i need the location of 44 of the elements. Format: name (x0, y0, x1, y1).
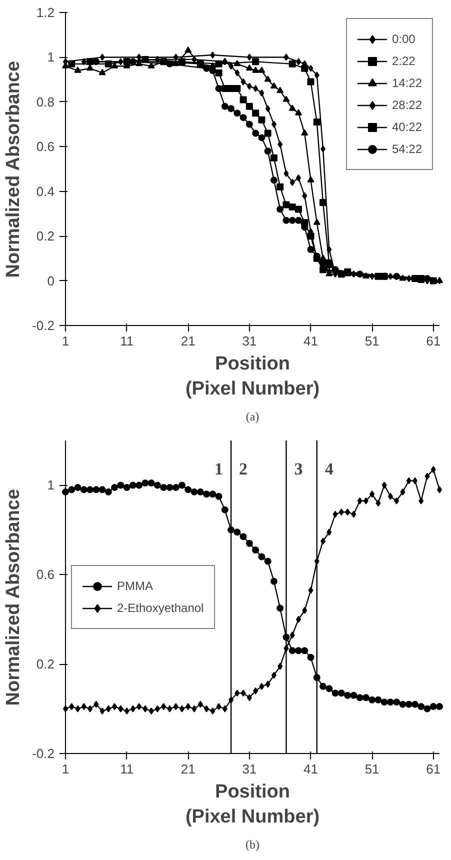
x-tick-label: 11 (120, 762, 134, 776)
annotation: 4 (324, 460, 334, 478)
text: (b) (246, 838, 260, 852)
y-tick-label: 0.4 (36, 184, 55, 199)
y-tick-label: 0.6 (36, 139, 55, 154)
annotation: 3 (294, 460, 303, 478)
x-tick-label: 31 (242, 334, 257, 348)
x-tick-label: 31 (242, 762, 257, 776)
x-axis-title: Position (Pixel Number) (185, 354, 320, 400)
legend-label: 14:22 (392, 76, 422, 90)
x-tick-label: 21 (180, 762, 196, 776)
y-axis-title: Normalized Absorbance (3, 60, 24, 278)
x-tick-label: 61 (426, 762, 441, 776)
x-tick-label: 1 (62, 762, 70, 776)
y-tick-label: 1.2 (36, 5, 55, 20)
legend-label: 54:22 (392, 142, 422, 156)
legend-label: 2:22 (392, 54, 416, 68)
y-tick-label: -0.2 (32, 318, 55, 333)
x-tick-label: 51 (364, 762, 380, 776)
text: (a) (246, 410, 260, 424)
x-tick-label: 61 (426, 334, 441, 348)
legend-label: 2-Ethoxyethanol (117, 600, 204, 614)
y-tick-label: 0 (47, 273, 55, 288)
x-tick-label: 1 (62, 334, 70, 348)
y-tick-label: 0.6 (36, 567, 55, 582)
legend-label: 0:00 (392, 32, 416, 46)
x-tick-label: 41 (304, 334, 318, 348)
legend-label: 28:22 (392, 98, 422, 112)
y-tick-label: -0.2 (32, 746, 55, 761)
annotation: 2 (239, 460, 248, 478)
x-tick-label: 51 (364, 334, 380, 348)
y-tick-label: 0.2 (36, 656, 55, 672)
y-tick-label: 0.8 (36, 94, 55, 110)
x-tick-label: 41 (304, 762, 318, 776)
x-tick-label: 21 (180, 334, 196, 348)
x-tick-label: 11 (120, 334, 134, 348)
annotation: 1 (214, 460, 224, 478)
legend-label: PMMA (117, 578, 153, 592)
legend-label: 40:22 (392, 120, 422, 134)
y-tick-label: 1 (47, 478, 55, 493)
x-axis-title: Position (Pixel Number) (185, 782, 320, 828)
y-axis-title: Normalized Absorbance (3, 488, 24, 706)
y-tick-label: 1 (47, 50, 55, 65)
y-tick-label: 0.2 (36, 228, 55, 244)
